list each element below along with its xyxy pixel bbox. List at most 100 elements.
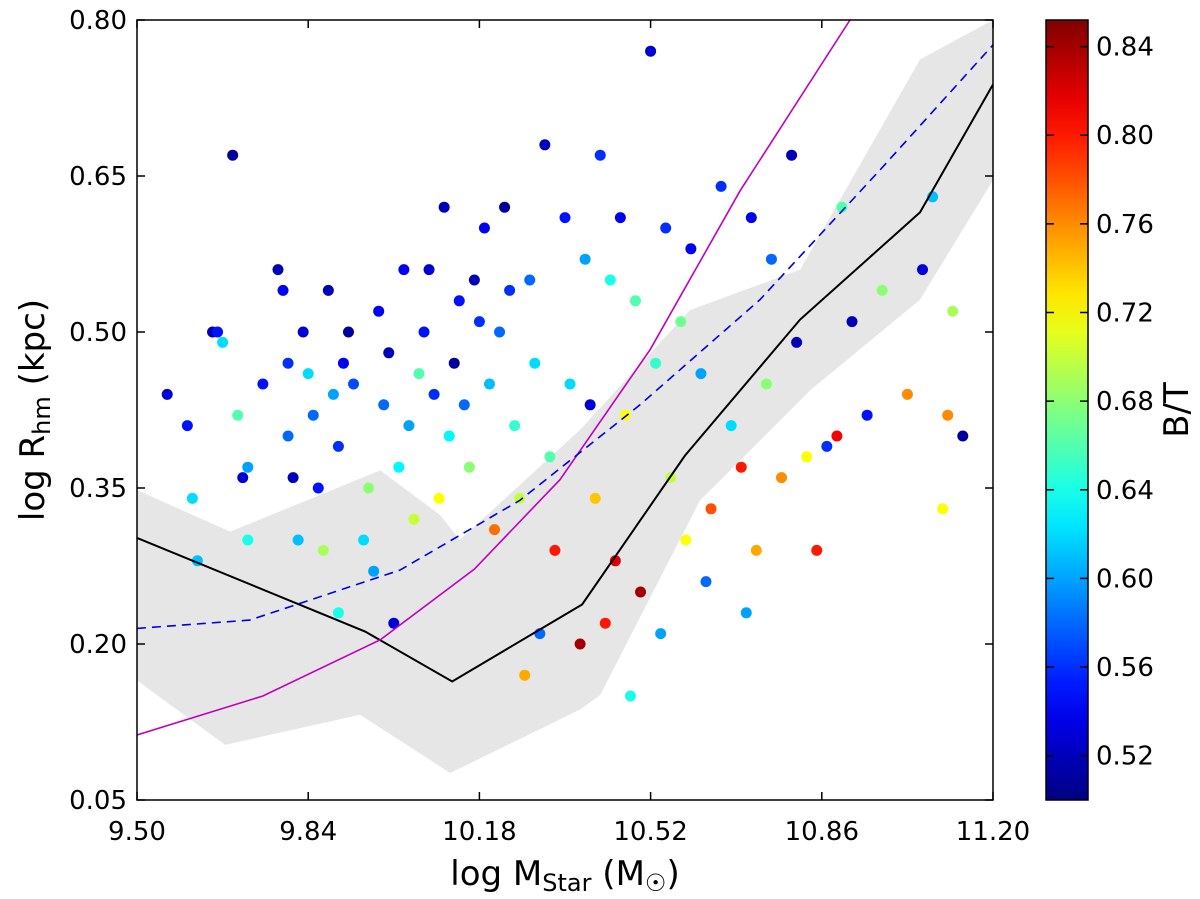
point xyxy=(322,284,334,296)
point xyxy=(413,368,425,380)
point xyxy=(403,420,415,432)
point xyxy=(292,534,304,546)
point xyxy=(821,440,833,452)
point xyxy=(297,326,309,338)
point xyxy=(499,201,511,213)
point xyxy=(287,472,299,484)
point xyxy=(624,690,636,702)
point xyxy=(227,149,239,161)
colorbar-tick-label: 0.52 xyxy=(1096,742,1154,772)
point xyxy=(846,316,858,328)
point xyxy=(564,378,576,390)
point xyxy=(544,451,556,463)
point xyxy=(378,399,390,411)
x-tick-label: 9.50 xyxy=(108,817,166,847)
point xyxy=(645,45,657,57)
point xyxy=(282,430,294,442)
point xyxy=(448,357,460,369)
point xyxy=(695,368,707,380)
colorbar-tick-label: 0.80 xyxy=(1096,121,1154,151)
curve xyxy=(137,20,851,736)
point xyxy=(861,409,873,421)
point xyxy=(348,378,360,390)
point xyxy=(161,388,173,400)
point xyxy=(504,284,516,296)
point xyxy=(589,492,601,504)
colorbar-label: B/T xyxy=(1157,382,1197,438)
point xyxy=(831,430,843,442)
colorbar xyxy=(1045,19,1089,801)
point xyxy=(317,544,329,556)
point xyxy=(549,544,561,556)
point xyxy=(408,513,420,525)
colorbar-tick-label: 0.64 xyxy=(1096,476,1154,506)
point xyxy=(332,440,344,452)
point xyxy=(363,482,375,494)
point xyxy=(685,243,697,255)
point xyxy=(468,274,480,286)
point xyxy=(604,274,616,286)
point xyxy=(574,638,586,650)
point xyxy=(539,139,551,151)
point xyxy=(675,316,687,328)
point xyxy=(332,607,344,619)
point xyxy=(700,576,712,588)
colorbar-tick-label: 0.76 xyxy=(1096,210,1154,240)
point xyxy=(428,388,440,400)
point xyxy=(337,357,349,369)
point xyxy=(514,492,526,504)
y-label-sub: hm xyxy=(28,396,56,435)
point xyxy=(901,388,913,400)
point xyxy=(715,180,727,192)
point xyxy=(655,628,667,640)
point xyxy=(559,212,571,224)
point xyxy=(579,253,591,265)
point xyxy=(242,461,254,473)
point xyxy=(473,316,485,328)
point xyxy=(458,399,470,411)
point xyxy=(242,534,254,546)
point xyxy=(418,326,430,338)
point xyxy=(257,378,269,390)
point xyxy=(811,544,823,556)
point xyxy=(494,326,506,338)
curve xyxy=(137,44,993,630)
point xyxy=(373,305,385,317)
spread-band xyxy=(137,20,993,773)
y-tick-label: 0.50 xyxy=(69,318,127,348)
point xyxy=(801,451,813,463)
point xyxy=(740,607,752,619)
point xyxy=(776,472,788,484)
y-tick-label: 0.35 xyxy=(69,474,127,504)
point xyxy=(750,544,762,556)
x-tick-label: 10.52 xyxy=(613,817,687,847)
point xyxy=(917,264,929,276)
x-tick-label: 10.18 xyxy=(442,817,516,847)
colorbar-tick-label: 0.84 xyxy=(1096,33,1154,63)
point xyxy=(312,482,324,494)
y-tick-label: 0.80 xyxy=(69,6,127,36)
point xyxy=(705,503,717,515)
x-label-sub: ☉ xyxy=(645,869,667,897)
point xyxy=(584,399,596,411)
point xyxy=(529,357,541,369)
point xyxy=(277,284,289,296)
point xyxy=(217,336,229,348)
point xyxy=(876,284,888,296)
point xyxy=(237,472,249,484)
x-label-sub: Star xyxy=(542,869,591,897)
point xyxy=(650,357,662,369)
x-tick-label: 11.20 xyxy=(956,817,1030,847)
point xyxy=(478,222,490,234)
colorbar-tick-label: 0.60 xyxy=(1096,564,1154,594)
y-label-part: (kpc) xyxy=(13,299,53,396)
point xyxy=(745,212,757,224)
x-tick-label: 9.84 xyxy=(279,817,337,847)
point xyxy=(388,617,400,629)
point xyxy=(302,368,314,380)
point xyxy=(489,524,501,536)
y-tick-label: 0.05 xyxy=(69,786,127,816)
x-label-part: (M xyxy=(592,854,645,894)
y-axis-label: log Rhm (kpc) xyxy=(13,299,56,521)
